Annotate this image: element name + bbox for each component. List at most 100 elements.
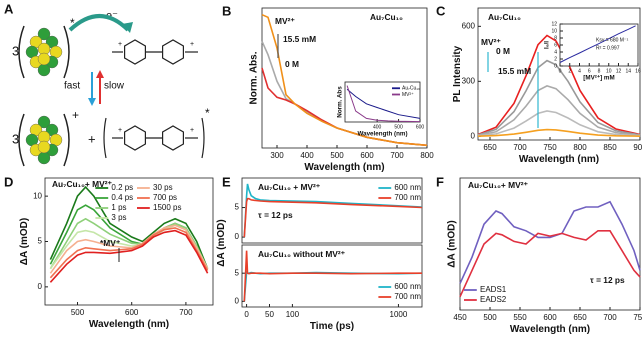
x-tick-label: 4: [578, 68, 581, 74]
plot-frame: [459, 177, 641, 311]
legend-label: Au₇Cu₁₀: [402, 86, 420, 92]
x-tick-label: 600: [543, 313, 557, 322]
series-line: [243, 197, 423, 238]
y-axis-label: ΔA (mOD): [447, 220, 458, 267]
x-tick-label: 650: [483, 143, 497, 152]
annotation: 0 M: [496, 46, 510, 56]
y-tick-label: 5: [38, 237, 43, 246]
annotation: 0 M: [285, 59, 299, 69]
legend-label: 600 nm: [394, 183, 421, 192]
panel-label: F: [436, 174, 444, 189]
series-line: [477, 85, 641, 137]
x-tick-label: 2: [568, 68, 571, 74]
x-tick-label: 6: [588, 68, 591, 74]
x-tick-label: 0: [244, 310, 249, 319]
x-axis-label: Wavelength (nm): [357, 131, 407, 138]
ring: [162, 125, 184, 151]
legend-label: 700 nm: [394, 292, 421, 301]
n-charge: +: [118, 41, 122, 48]
ring: [162, 39, 184, 65]
annotation: Au₇Cu₁₀+ MV²⁺: [468, 180, 528, 190]
panel-label: C: [436, 3, 446, 18]
plot-frame: [241, 177, 423, 244]
x-axis-label: Wavelength (nm): [519, 154, 599, 165]
annotation: *MV⁺: [100, 238, 120, 248]
atom: [37, 63, 51, 77]
legend-label: EADS1: [480, 285, 507, 294]
y-axis-label: PL Intensity: [452, 45, 463, 102]
y-tick-label: 0: [235, 296, 240, 305]
annotation: Ksv = 680 M⁻¹: [596, 37, 629, 43]
annotation: Au₇Cu₁₀ + MV²⁺: [258, 182, 320, 192]
plot-frame: [261, 7, 428, 149]
legend-label: 3 ps: [111, 213, 126, 222]
panel-label: A: [4, 1, 14, 16]
x-tick-label: 500: [483, 313, 497, 322]
x-tick-label: 750: [543, 143, 557, 152]
x-tick-label: 500: [394, 124, 403, 130]
annotation: Au₇Cu₁₀ without MV²⁺: [258, 249, 345, 259]
plot-frame: [344, 81, 421, 123]
legend-label: 700 ps: [153, 193, 177, 202]
x-tick-label: 600: [360, 151, 374, 160]
y-tick-label: 0: [554, 63, 557, 69]
legend-label: 0.4 ps: [111, 193, 133, 202]
x-axis-label: Time (ps): [310, 321, 354, 332]
legend-label: 1500 ps: [153, 203, 181, 212]
atom: [37, 151, 51, 165]
y-tick-label: 5: [235, 268, 240, 277]
x-tick-label: 700: [179, 308, 193, 317]
legend-label: 30 ps: [153, 183, 173, 192]
series-line: [346, 85, 421, 123]
annotation: Au₇Cu₁₀: [370, 12, 403, 22]
legend-label: MV²⁺: [402, 92, 414, 98]
bracket: [18, 25, 25, 79]
series-line: [459, 230, 641, 298]
arrow-head: [88, 98, 96, 106]
x-tick-label: 12: [616, 68, 622, 74]
x-tick-label: 700: [603, 313, 617, 322]
x-tick-label: 400: [373, 124, 382, 130]
series-line: [49, 217, 209, 270]
atom: [37, 140, 51, 154]
slow-label: slow: [104, 81, 125, 92]
star: *: [70, 16, 75, 30]
series-line: [559, 25, 636, 63]
x-tick-label: 650: [573, 313, 587, 322]
x-tick-label: 750: [633, 313, 642, 322]
charge: 3: [12, 131, 19, 146]
y-axis-label: ΔA (mOD): [19, 218, 30, 265]
x-tick-label: 0: [559, 68, 562, 74]
y-tick-label: 4: [554, 49, 557, 55]
series-line: [49, 185, 209, 269]
annotation: 15.5 mM: [283, 34, 316, 44]
x-tick-label: 900: [633, 143, 642, 152]
x-tick-label: 450: [453, 313, 467, 322]
y-tick-label: 5: [235, 203, 240, 212]
arrow-head: [122, 22, 133, 33]
annotation: Au₇Cu₁₀: [488, 12, 521, 22]
diagram-a: A 3 * e⁻ fast slow 3 + + * + + + +: [4, 1, 210, 167]
annotation: R² = 0.997: [596, 45, 620, 51]
series-line: [243, 183, 423, 238]
bracket: [18, 113, 25, 167]
bracket: [103, 117, 107, 159]
series-line: [477, 128, 641, 137]
x-tick-label: 700: [390, 151, 404, 160]
series-line: [477, 59, 641, 136]
x-tick-label: 14: [625, 68, 631, 74]
legend-label: 600 nm: [394, 282, 421, 291]
x-tick-label: 800: [420, 151, 434, 160]
x-axis-label: Wavelength (nm): [89, 319, 169, 330]
legend-label: EADS2: [480, 295, 507, 304]
x-tick-label: 16: [635, 68, 641, 74]
panel-label: D: [4, 174, 13, 189]
ring: [123, 125, 146, 151]
y-axis-label: Norm. Abs: [337, 86, 344, 118]
series-line: [49, 224, 209, 274]
plus: +: [72, 108, 79, 122]
electron-arrow: [68, 14, 130, 32]
y-tick-label: 12: [551, 21, 557, 27]
y-tick-label: 600: [462, 21, 476, 30]
bracket: [63, 25, 70, 79]
